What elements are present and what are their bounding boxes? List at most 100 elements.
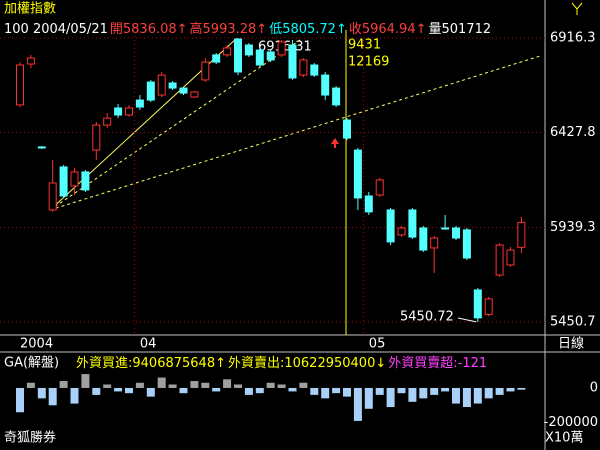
bar <box>212 387 221 392</box>
bar <box>419 387 428 399</box>
candle-body <box>452 227 460 239</box>
candle-body <box>37 146 46 149</box>
bar <box>408 387 417 402</box>
bar <box>201 382 210 388</box>
info-item: 收5964.94↑ <box>349 22 427 37</box>
bar <box>190 381 199 388</box>
y-tick-label: 6427.8 <box>550 125 596 140</box>
bar <box>495 387 504 395</box>
info-line: 100 2004/05/21 開5836.08↑ 高5993.28↑ 低5805.72… <box>4 21 491 37</box>
info-item: 低5805.72↑ <box>269 22 347 37</box>
candle-body <box>266 51 275 61</box>
bar <box>506 387 515 392</box>
candle-body <box>517 221 526 248</box>
bar <box>114 387 123 392</box>
bar <box>332 387 341 394</box>
candle-body <box>179 87 188 94</box>
candle-body <box>506 249 515 266</box>
candle-body <box>495 244 504 276</box>
y-tick-label: 5939.3 <box>550 220 596 235</box>
bar <box>48 387 57 406</box>
candle-body <box>277 41 286 56</box>
annotation-pointer <box>457 317 478 323</box>
bar <box>244 387 253 395</box>
bar <box>125 387 133 394</box>
candle-body <box>353 149 362 199</box>
bar <box>135 382 144 388</box>
candle-body <box>92 124 101 151</box>
bar <box>92 387 101 395</box>
bar <box>441 387 450 392</box>
trend-line <box>49 39 301 211</box>
candle-body <box>16 64 24 106</box>
candle-body <box>484 298 493 315</box>
y-tick-label: 5450.7 <box>550 314 596 329</box>
candle-body <box>343 119 351 139</box>
bar <box>397 387 406 394</box>
arrow-marker <box>331 138 339 148</box>
candle-body <box>462 229 471 259</box>
bar <box>157 377 166 388</box>
panel-title: GA(解盤) <box>4 356 59 371</box>
candle-body <box>81 171 90 191</box>
y-tick-label: 0 <box>590 380 598 395</box>
info-item: 開5836.08↑ <box>110 22 188 37</box>
candle-body <box>157 74 166 96</box>
bar <box>343 387 351 397</box>
candle-body <box>212 54 221 63</box>
info-item: 外資買賣超:-121 <box>388 356 487 371</box>
bar <box>452 387 460 404</box>
candle-body <box>125 107 133 116</box>
unit-label: X10萬 <box>545 431 583 446</box>
candle-body <box>299 59 308 76</box>
candle-body <box>59 166 68 197</box>
annotation: 12169 <box>348 55 389 70</box>
candle-body <box>255 49 264 66</box>
bar <box>364 387 373 409</box>
bar <box>234 384 242 388</box>
bar <box>517 387 526 390</box>
candle-body <box>234 38 242 73</box>
candle-body <box>244 44 253 56</box>
candle-body <box>26 57 35 65</box>
bar <box>299 382 308 388</box>
x-tick-label: 05 <box>369 337 386 352</box>
bar <box>484 387 493 399</box>
info-item: 外資賣出:10622950400↓ <box>228 356 386 371</box>
bar <box>255 387 264 394</box>
candle-body <box>408 209 417 238</box>
candle-body <box>430 237 439 249</box>
candle-body <box>48 182 57 211</box>
bar <box>288 387 297 392</box>
bar <box>277 384 286 388</box>
candle-body <box>441 227 450 230</box>
marker-icon <box>571 2 583 15</box>
bar <box>26 382 35 388</box>
y-tick-label: 6916.3 <box>550 30 596 45</box>
bar <box>168 384 177 388</box>
candle-body <box>321 74 330 96</box>
bar <box>321 387 330 399</box>
bar <box>353 387 362 421</box>
bar <box>179 387 188 394</box>
period-label: 日線 <box>558 336 584 352</box>
candle-body <box>419 227 428 251</box>
chart-title: 加權指數 <box>4 2 56 17</box>
candle-body <box>473 289 482 319</box>
info-item: 量501712 <box>429 22 492 37</box>
annotation: 9431 <box>348 38 381 53</box>
bar <box>37 387 46 399</box>
candle-body <box>364 195 373 213</box>
candle-body <box>375 179 384 196</box>
bar <box>16 387 24 413</box>
candle-body <box>310 64 319 76</box>
bar <box>266 382 275 388</box>
candle-body <box>135 99 144 108</box>
bar <box>462 387 471 408</box>
candle-body <box>70 171 79 187</box>
trend-line <box>49 55 541 211</box>
bar <box>146 387 155 397</box>
info-item: 高5993.28↑ <box>190 21 268 37</box>
candle-body <box>332 87 341 106</box>
